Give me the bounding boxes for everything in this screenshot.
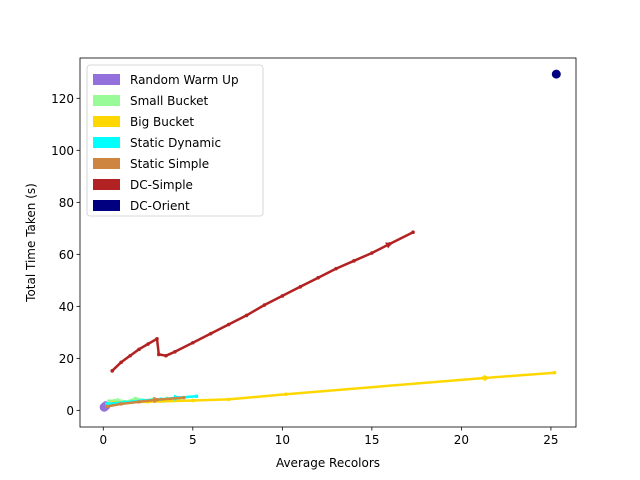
y-axis-label: Total Time Taken (s)	[24, 183, 38, 303]
data-point	[411, 230, 415, 235]
x-tick-label: 15	[364, 433, 379, 447]
x-tick-label: 20	[454, 433, 469, 447]
legend-label: Static Simple	[130, 157, 209, 171]
data-point	[370, 251, 374, 255]
y-tick-label: 80	[59, 196, 74, 210]
x-tick-label: 10	[275, 433, 290, 447]
data-point	[298, 285, 303, 289]
x-tick-label: 5	[189, 433, 197, 447]
y-tick-label: 120	[51, 92, 74, 106]
y-tick-label: 0	[66, 404, 74, 418]
x-tick-label: 25	[543, 433, 558, 447]
data-point	[551, 69, 561, 79]
data-point	[552, 370, 557, 375]
data-point	[137, 399, 141, 404]
legend-label: Random Warm Up	[130, 73, 239, 87]
y-tick-label: 20	[59, 352, 74, 366]
data-point	[481, 376, 485, 380]
legend-label: Big Bucket	[130, 115, 194, 129]
data-point	[182, 395, 186, 400]
data-point	[106, 399, 111, 403]
legend-swatch	[93, 200, 120, 211]
data-point	[208, 331, 213, 336]
y-tick-label: 100	[51, 144, 74, 158]
x-tick-label: 0	[99, 433, 107, 447]
data-point	[119, 360, 123, 365]
x-axis-label: Average Recolors	[276, 456, 380, 470]
series-line-dc-simple	[110, 230, 415, 373]
series-dc-orient	[551, 69, 561, 79]
data-point	[119, 402, 123, 406]
data-point	[105, 402, 109, 406]
data-point	[226, 397, 231, 402]
legend-swatch	[93, 95, 120, 106]
data-point	[280, 294, 285, 298]
legend-swatch	[93, 137, 120, 148]
legend-label: Static Dynamic	[130, 136, 221, 150]
legend-label: DC-Orient	[130, 199, 190, 213]
legend-label: DC-Simple	[130, 178, 193, 192]
y-axis: 0 20 40 60 80 100 120	[51, 92, 80, 418]
x-axis: 0 5 10 15 20 25	[99, 427, 559, 447]
direction-arrow	[483, 374, 491, 382]
data-point	[146, 342, 150, 346]
legend-box	[86, 64, 264, 217]
y-tick-label: 60	[59, 248, 74, 262]
legend-swatch	[93, 74, 120, 85]
axes-frame	[79, 57, 577, 428]
series-dc-simple	[110, 230, 415, 373]
direction-arrow	[385, 242, 393, 249]
data-point	[110, 369, 115, 373]
data-point	[164, 353, 168, 358]
data-point	[352, 259, 356, 263]
y-tick-label: 40	[59, 300, 74, 314]
data-point	[262, 303, 267, 307]
data-point	[128, 353, 132, 358]
data-point	[105, 404, 109, 409]
data-point	[173, 350, 177, 354]
data-point	[133, 396, 138, 401]
plot-area	[99, 69, 561, 412]
data-point	[284, 392, 288, 397]
legend: Random Warm Up Small Bucket Big Bucket Stat…	[86, 64, 264, 217]
data-point	[137, 347, 141, 352]
data-point	[156, 352, 161, 357]
data-point	[115, 398, 120, 402]
data-point	[191, 398, 195, 403]
data-point	[316, 275, 320, 280]
legend-swatch	[93, 158, 120, 169]
data-point	[155, 337, 159, 341]
legend-label: Small Bucket	[130, 94, 208, 108]
data-point	[194, 394, 199, 399]
series-static-simple	[105, 395, 186, 409]
data-point	[226, 322, 231, 327]
data-point	[334, 266, 338, 271]
data-point	[191, 340, 195, 345]
legend-swatch	[93, 179, 120, 190]
direction-arrow	[153, 396, 160, 404]
data-point	[244, 313, 249, 318]
legend-swatch	[93, 116, 120, 127]
